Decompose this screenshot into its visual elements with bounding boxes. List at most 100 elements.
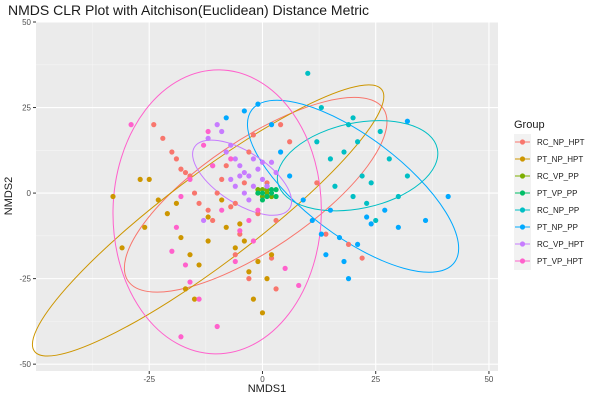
point-rc-vp-hpt — [228, 176, 234, 182]
point-rc-np-pp — [341, 149, 347, 155]
point-rc-np-hpt — [232, 252, 238, 258]
point-rc-vp-hpt — [250, 183, 257, 189]
point-rc-np-pp — [377, 128, 383, 135]
point-rc-vp-hpt — [223, 149, 229, 155]
point-pt-vp-hpt — [128, 122, 134, 128]
point-pt-np-hpt — [255, 258, 261, 265]
legend-key-point — [519, 156, 526, 162]
point-pt-np-pp — [309, 217, 315, 224]
point-rc-vp-hpt — [200, 217, 207, 224]
point-pt-np-pp — [318, 231, 324, 237]
point-rc-vp-hpt — [250, 156, 257, 162]
point-rc-np-pp — [354, 139, 361, 145]
point-rc-vp-hpt — [219, 128, 225, 135]
point-rc-vp-hpt — [259, 159, 266, 165]
legend-item-rc-np-hpt: RC_NP_HPT — [514, 134, 585, 151]
x-axis-title: NMDS1 — [248, 383, 287, 395]
point-pt-np-pp — [404, 118, 411, 124]
legend-item-pt-vp-pp: PT_VP_PP — [514, 185, 577, 202]
point-rc-vp-hpt — [232, 156, 238, 162]
point-pt-vp-pp — [273, 193, 279, 200]
point-pt-vp-hpt — [255, 207, 261, 213]
legend-item-rc-vp-pp: RC_VP_PP — [514, 168, 579, 185]
point-rc-vp-hpt — [241, 169, 247, 176]
point-rc-vp-hpt — [273, 169, 279, 176]
point-rc-np-hpt — [196, 200, 202, 206]
legend-label: RC_VP_PP — [537, 172, 579, 181]
point-rc-np-hpt — [359, 255, 365, 261]
legend-key-point — [519, 241, 526, 247]
point-pt-vp-hpt — [232, 258, 238, 265]
x-tick-label: 50 — [484, 375, 493, 384]
point-pt-np-hpt — [246, 269, 252, 275]
legend-label: RC_VP_HPT — [537, 240, 584, 249]
point-pt-np-pp — [323, 252, 329, 258]
legend-label: PT_VP_HPT — [537, 257, 583, 266]
legend-item-rc-np-pp: RC_NP_PP — [514, 202, 579, 219]
point-pt-np-pp — [223, 115, 229, 121]
point-pt-vp-hpt — [237, 228, 243, 234]
point-pt-np-hpt — [155, 197, 161, 203]
point-rc-np-hpt — [323, 231, 329, 237]
legend-label: PT_NP_HPT — [537, 155, 583, 164]
point-pt-np-hpt — [237, 221, 243, 227]
point-rc-np-hpt — [210, 217, 216, 224]
point-rc-vp-hpt — [214, 122, 220, 128]
point-pt-vp-hpt — [296, 282, 302, 289]
x-tick-label: 25 — [371, 375, 380, 384]
point-rc-np-pp — [318, 104, 324, 111]
point-pt-np-hpt — [187, 252, 193, 258]
minor-gridlines — [36, 22, 498, 371]
point-pt-vp-pp — [273, 187, 279, 193]
legend-key-point — [519, 258, 526, 264]
point-pt-np-pp — [268, 122, 275, 128]
data-points — [110, 70, 451, 340]
point-pt-vp-pp — [264, 193, 270, 200]
point-rc-np-hpt — [232, 200, 238, 206]
point-rc-np-pp — [314, 139, 320, 145]
point-rc-np-hpt — [246, 276, 252, 282]
point-pt-np-hpt — [196, 262, 202, 268]
point-pt-vp-hpt — [182, 262, 189, 268]
point-pt-np-hpt — [191, 296, 198, 302]
legend-key-point — [519, 224, 526, 230]
point-pt-np-pp — [364, 214, 370, 220]
point-rc-vp-hpt — [232, 183, 238, 189]
point-pt-np-hpt — [219, 197, 225, 203]
point-pt-np-pp — [341, 258, 347, 265]
point-pt-np-hpt — [146, 176, 152, 182]
legend-label: RC_NP_PP — [537, 206, 579, 215]
y-tick-label: -25 — [19, 275, 31, 284]
point-pt-np-pp — [287, 173, 293, 179]
point-pt-np-hpt — [110, 193, 116, 200]
point-pt-vp-hpt — [178, 334, 184, 340]
point-pt-np-pp — [277, 149, 284, 155]
x-tick-label: -25 — [143, 375, 155, 384]
point-rc-np-hpt — [205, 207, 211, 213]
point-rc-np-hpt — [228, 204, 234, 210]
point-pt-np-hpt — [264, 276, 270, 282]
point-rc-np-pp — [404, 173, 411, 179]
y-axis-ticks: -50 -25 0 25 50 — [19, 18, 36, 369]
point-rc-vp-hpt — [228, 142, 234, 148]
point-rc-np-pp — [373, 217, 379, 224]
point-rc-np-hpt — [169, 149, 175, 155]
point-rc-np-hpt — [246, 149, 252, 155]
point-pt-vp-hpt — [228, 156, 234, 162]
point-pt-vp-pp — [259, 197, 266, 203]
point-rc-np-pp — [350, 193, 356, 200]
point-rc-np-hpt — [160, 135, 166, 141]
point-rc-np-hpt — [173, 156, 180, 162]
point-rc-np-pp — [350, 115, 356, 121]
point-pt-np-pp — [255, 101, 261, 107]
point-rc-np-pp — [327, 156, 334, 162]
legend-items: RC_NP_HPT PT_NP_HPT RC_VP_PP PT_VP_PP RC_NP_… — [514, 134, 585, 270]
legend-key-point — [519, 190, 526, 196]
point-pt-np-pp — [241, 108, 247, 114]
point-rc-np-hpt — [314, 180, 320, 186]
point-rc-np-hpt — [191, 190, 198, 196]
point-pt-vp-pp — [255, 190, 261, 196]
point-pt-vp-hpt — [282, 265, 288, 271]
point-pt-vp-pp — [259, 190, 266, 196]
